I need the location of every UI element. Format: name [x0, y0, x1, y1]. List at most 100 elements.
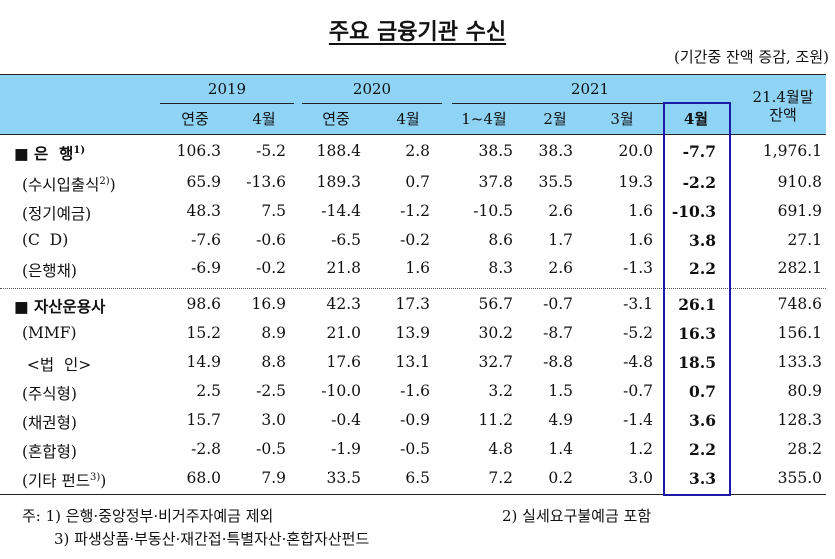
table-cell: 65.9 [186, 173, 221, 191]
table-cell: 32.7 [478, 353, 513, 371]
column-header: 4월 [396, 110, 420, 128]
table-cell: 2.2 [689, 259, 716, 278]
table-row: (C D) -7.6 -0.6 -6.5 -0.2 8.6 1.7 1.6 3.8 27.1 [0, 228, 826, 256]
row-label-text: (C D) [22, 231, 69, 249]
table-cell: -7.7 [682, 142, 716, 161]
table-cell: -3.1 [623, 295, 653, 313]
table-cell: 156.1 [777, 324, 822, 342]
table-cell: 8.6 [488, 231, 513, 249]
table-cell: -7.6 [191, 231, 221, 249]
row-label: ■ 자산운용사 [14, 295, 105, 317]
table-cell: 1.6 [405, 259, 430, 277]
table-cell: 13.9 [395, 324, 430, 342]
table-cell: -0.5 [400, 440, 430, 458]
row-label-text: (수시입출식 [22, 176, 100, 194]
table-cell: 1.5 [548, 382, 573, 400]
year-header-2020: 2020 [352, 80, 392, 98]
page-title: 주요 금융기관 수신 [0, 14, 835, 46]
table-cell: 11.2 [478, 411, 513, 429]
table-cell: -2.5 [256, 382, 286, 400]
table-cell: 1.4 [548, 440, 573, 458]
table-cell: 48.3 [186, 202, 221, 220]
column-header: 연중 [322, 110, 350, 128]
table-cell: 3.0 [261, 411, 286, 429]
table-cell: 4.8 [488, 440, 513, 458]
row-label: (채권형) [22, 411, 77, 433]
column-header: 4월 [683, 110, 709, 128]
row-label-suffix: ) [100, 472, 107, 490]
table-row-category: ■ 자산운용사 98.6 16.9 42.3 17.3 56.7 -0.7 -3.1 26.1 7… [0, 292, 826, 320]
table-cell: 27.1 [787, 231, 822, 249]
table-row: (정기예금) 48.3 7.5 -14.4 -1.2 -10.5 2.6 1.6 -10.3 69… [0, 199, 826, 227]
table-cell: -0.7 [543, 295, 573, 313]
table-cell: 17.3 [395, 295, 430, 313]
table-cell: 2.5 [196, 382, 221, 400]
table-cell: 38.5 [478, 142, 513, 160]
table-cell: 128.3 [777, 411, 822, 429]
row-label: (혼합형) [22, 440, 77, 462]
table-cell: -13.6 [246, 173, 286, 191]
table-cell: 37.8 [478, 173, 513, 191]
table-cell: 3.2 [488, 382, 513, 400]
table-row: <법 인> 14.9 8.8 17.6 13.1 32.7 -8.8 -4.8 18.5 133.… [0, 350, 826, 378]
section-divider [0, 288, 826, 289]
table-cell: 1.2 [628, 440, 653, 458]
row-label-text: (주식형) [22, 385, 77, 403]
row-label-text: (채권형) [22, 414, 77, 432]
row-label-text: (혼합형) [22, 443, 77, 461]
row-label: (정기예금) [22, 202, 91, 224]
table-cell: 691.9 [777, 202, 822, 220]
table-cell: 16.9 [251, 295, 286, 313]
table-cell: 20.0 [618, 142, 653, 160]
table-cell: 1.6 [628, 231, 653, 249]
table-cell: 8.3 [488, 259, 513, 277]
table-cell: 3.6 [689, 411, 716, 430]
table-cell: -1.6 [400, 382, 430, 400]
table-cell: 1.6 [628, 202, 653, 220]
row-label: (C D) [22, 231, 68, 249]
table-cell: -2.8 [191, 440, 221, 458]
row-label-suffix: ) [109, 176, 116, 194]
row-label: (수시입출식2)) [22, 173, 116, 195]
table-cell: -10.0 [321, 382, 361, 400]
table-cell: 282.1 [777, 259, 822, 277]
table-cell: 0.2 [548, 469, 573, 487]
table-cell: 1.7 [548, 231, 573, 249]
footnote-1: 주: 1) 은행·중앙정부·비거주자예금 제외 [22, 507, 274, 525]
row-label: ■ 은 행1) [14, 142, 85, 164]
table-cell: 2.6 [548, 202, 573, 220]
table-cell: 15.7 [186, 411, 221, 429]
table-cell: -0.5 [256, 440, 286, 458]
table-cell: 133.3 [777, 353, 822, 371]
row-label: (주식형) [22, 382, 77, 404]
table-cell: -1.4 [623, 411, 653, 429]
column-header: 4월 [252, 110, 276, 128]
table-cell: 910.8 [777, 173, 822, 191]
table-row: (MMF) 15.2 8.9 21.0 13.9 30.2 -8.7 -5.2 16.3 156.… [0, 321, 826, 349]
row-label-text: <법 인> [22, 356, 92, 374]
table-cell: 13.1 [395, 353, 430, 371]
table-cell: 15.2 [186, 324, 221, 342]
table-cell: 30.2 [478, 324, 513, 342]
column-header: 3월 [610, 110, 634, 128]
year-2021-rule [452, 103, 728, 104]
table-cell: 8.9 [261, 324, 286, 342]
footnote-marker: 2) [99, 175, 110, 187]
footnote-marker: 3) [90, 471, 101, 483]
table-cell: -6.5 [331, 231, 361, 249]
row-label: (MMF) [22, 324, 77, 342]
table-cell: 355.0 [777, 469, 822, 487]
table-cell: 188.4 [316, 142, 361, 160]
balance-header: 21.4월말 [752, 88, 814, 106]
table-cell: 28.2 [787, 440, 822, 458]
table-row: (채권형) 15.7 3.0 -0.4 -0.9 11.2 4.9 -1.4 3.6 128.3 [0, 408, 826, 436]
table-cell: 3.3 [689, 469, 716, 488]
table-cell: 8.8 [261, 353, 286, 371]
table-cell: 189.3 [316, 173, 361, 191]
table-cell: 38.3 [538, 142, 573, 160]
table-cell: 106.3 [176, 142, 221, 160]
table-cell: -10.5 [473, 202, 513, 220]
table-cell: 19.3 [618, 173, 653, 191]
table-cell: 98.6 [186, 295, 221, 313]
row-label-text: ■ 자산운용사 [14, 297, 106, 316]
